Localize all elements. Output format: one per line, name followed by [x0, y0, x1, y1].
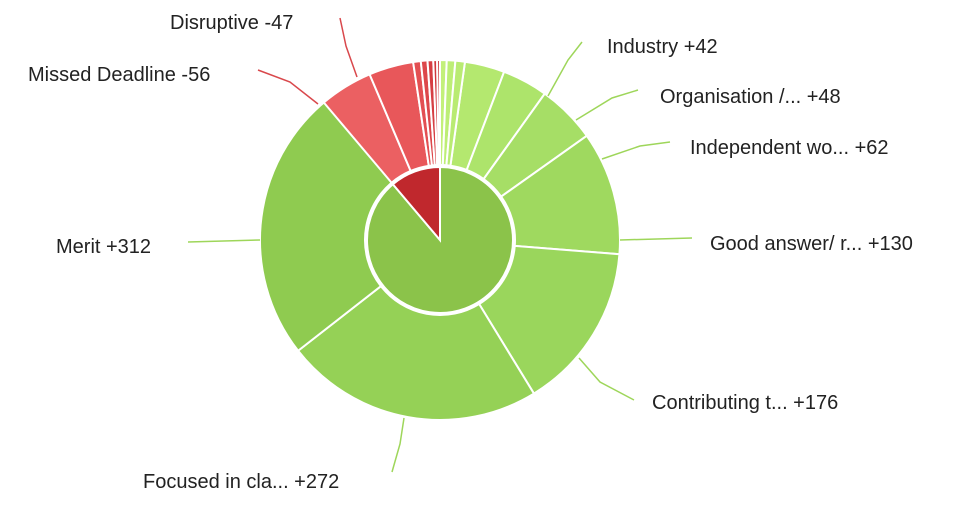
slice-label-1: Organisation /... +48	[660, 86, 841, 108]
outer-slice-5[interactable]	[296, 284, 536, 421]
leader-line-0	[547, 41, 583, 97]
slice-label-2: Independent wo... +62	[690, 137, 889, 159]
outer-ring	[259, 58, 621, 421]
slice-label-8: Disruptive -47	[170, 12, 293, 34]
leader-line-3	[619, 237, 693, 241]
slice-label-3: Good answer/ r... +130	[710, 233, 913, 255]
inner-slice-negative[interactable]	[391, 165, 441, 243]
leader-line-2	[601, 141, 671, 160]
leader-line-7	[257, 69, 319, 105]
slice-label-7: Missed Deadline -56	[28, 64, 210, 86]
leader-lines	[187, 17, 693, 473]
inner-slice-positive[interactable]	[366, 165, 514, 314]
leader-line-6	[187, 239, 261, 243]
leader-line-5	[391, 417, 405, 473]
slice-label-4: Contributing t... +176	[652, 392, 838, 414]
outer-slice-6[interactable]	[259, 86, 402, 353]
slice-labels: Industry +42 Organisation /... +48 Indepen…	[28, 12, 913, 493]
outer-slice-4[interactable]	[477, 244, 621, 395]
outer-slice-small-16[interactable]	[445, 59, 467, 167]
slice-label-5: Focused in cla... +272	[143, 471, 339, 493]
leader-line-8	[339, 17, 358, 78]
leader-line-4	[578, 357, 635, 401]
slice-label-0: Industry +42	[607, 36, 718, 58]
inner-ring	[366, 165, 514, 314]
leader-line-1	[575, 89, 639, 121]
slice-label-6: Merit +312	[56, 236, 151, 258]
